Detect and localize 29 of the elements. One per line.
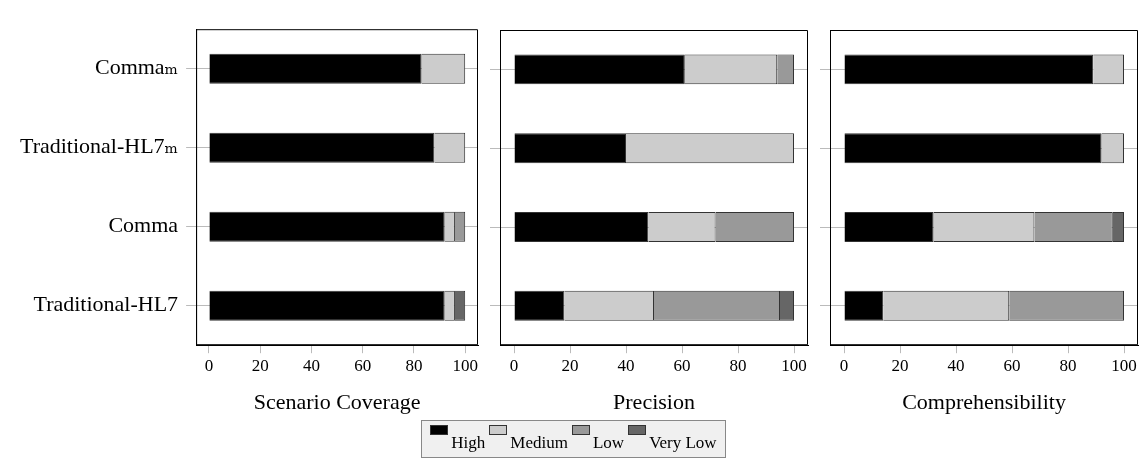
x-tick-label: 80	[729, 355, 747, 375]
x-tick-label: 20	[251, 355, 269, 375]
x-tick-label: 0	[839, 355, 849, 375]
x-tick-label: 100	[452, 355, 478, 375]
x-axis-title: Precision	[613, 388, 695, 414]
x-tick-label: 40	[947, 355, 965, 375]
x-tick-label: 60	[1003, 355, 1021, 375]
y-tick-label: Comma	[108, 212, 179, 238]
legend-label: Medium	[510, 433, 568, 453]
legend-label: High	[451, 433, 486, 453]
x-tick-label: 40	[617, 355, 635, 375]
x-tick-label: 0	[509, 355, 519, 375]
x-axis-title: Comprehensibility	[902, 388, 1066, 414]
x-tick-label: 100	[781, 355, 807, 375]
x-tick-label: 100	[1111, 355, 1137, 375]
x-axis-title: Scenario Coverage	[253, 388, 421, 414]
x-tick-label: 60	[354, 355, 372, 375]
x-tick-label: 20	[561, 355, 579, 375]
x-tick-label: 20	[891, 355, 909, 375]
x-tick-label: 0	[204, 355, 214, 375]
legend-label: Low	[592, 433, 625, 453]
x-tick-label: 80	[1059, 355, 1077, 375]
y-tick-label: Traditional-HL7ₘ	[19, 133, 179, 159]
legend-label: Very Low	[649, 433, 717, 453]
x-tick-label: 60	[673, 355, 691, 375]
x-tick-label: 40	[302, 355, 320, 375]
x-tick-label: 80	[405, 355, 423, 375]
y-tick-label: Commaₘ	[94, 54, 179, 80]
y-tick-label: Traditional-HL7	[33, 291, 179, 317]
